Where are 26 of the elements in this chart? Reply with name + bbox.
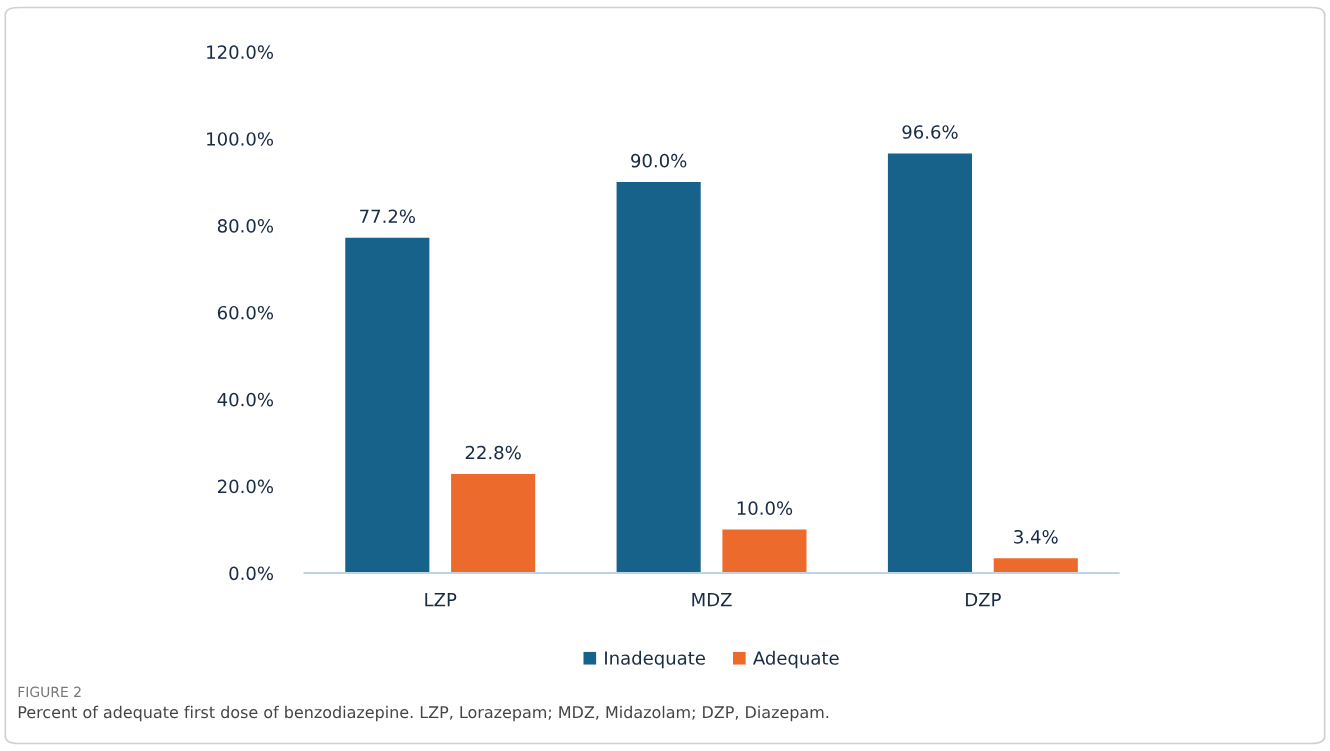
bar	[451, 473, 536, 574]
bar	[616, 182, 701, 574]
data-label: 22.8%	[465, 445, 521, 460]
bar	[722, 529, 807, 574]
bar	[993, 558, 1078, 574]
x-tick-label: LZP	[425, 593, 457, 607]
data-label: 10.0%	[737, 501, 793, 515]
legend-label: Inadequate	[605, 650, 705, 669]
y-tick-label: 0.0%	[229, 566, 274, 581]
caption: FIGURE 2	[18, 686, 81, 698]
bar	[345, 237, 430, 574]
text: Percent of adequate first dose of benzodiazepine. LZP, Lorazepam; MDZ, Midazolam; DZP, Diazepam.	[18, 705, 829, 722]
x-tick-label: DZP	[966, 593, 1001, 607]
bar	[887, 153, 973, 574]
y-tick-label: 80.0%	[217, 219, 274, 233]
data-label: 3.4%	[1014, 529, 1058, 544]
y-tick-label: 60.0%	[217, 305, 274, 320]
data-label: 77.2%	[360, 209, 416, 224]
data-label: 96.6%	[902, 125, 958, 139]
y-tick-label: 120.0%	[207, 45, 274, 59]
y-tick-label: 100.0%	[207, 132, 274, 146]
y-tick-label: 40.0%	[217, 392, 274, 407]
x-tick-label: MDZ	[692, 593, 732, 607]
data-label: 90.0%	[631, 153, 687, 168]
legend-label: Adequate	[752, 650, 839, 669]
y-tick-label: 20.0%	[217, 479, 274, 494]
